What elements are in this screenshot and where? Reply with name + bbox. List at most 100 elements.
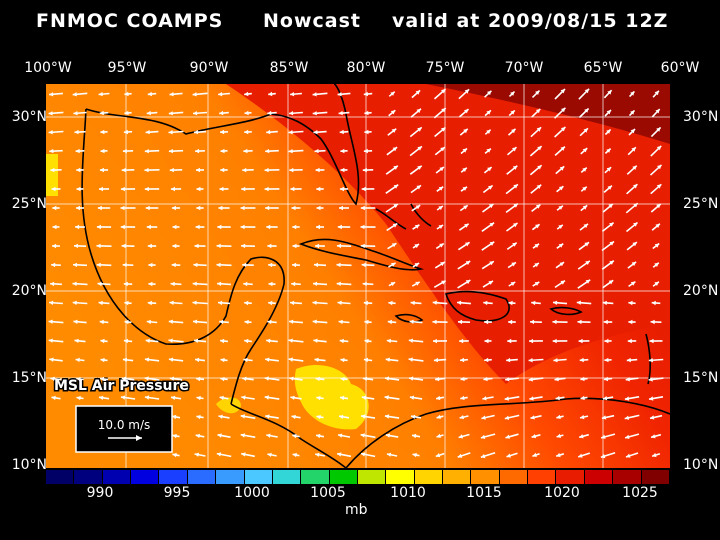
wind-vector-head <box>654 243 660 248</box>
wind-vector-head <box>465 280 471 285</box>
hispaniola <box>444 290 510 322</box>
wind-vector-head <box>414 224 420 229</box>
lat-lon-grid <box>46 84 670 468</box>
wind-vector-head <box>390 282 396 287</box>
wind-vector-head <box>76 167 81 173</box>
wind-vector-head <box>264 186 269 192</box>
wind-vector-head <box>362 167 367 173</box>
wind-vector-head <box>172 243 177 249</box>
wind-vector-head <box>144 167 149 173</box>
wind-vector-head <box>458 434 463 439</box>
wind-vector-head <box>360 224 365 230</box>
colorbar-segment <box>357 470 387 484</box>
wind-vector-head <box>363 148 368 154</box>
wind-vector-head <box>96 243 101 249</box>
wind-vector-head <box>290 395 295 400</box>
header-model: FNMOC COAMPS <box>36 10 224 32</box>
wind-vector-head <box>49 148 54 154</box>
colorbar-segment <box>613 470 642 484</box>
colorbar-tick-1005: 1005 <box>310 485 346 501</box>
wind-vector-head <box>650 415 655 420</box>
lat-label-10n-left: 10°N <box>11 457 47 473</box>
wind-vector-head <box>266 224 271 230</box>
wind-vector-head <box>416 108 421 114</box>
wind-vector-head <box>632 165 637 170</box>
wind-vector-head <box>412 433 417 439</box>
wind-vector-head <box>417 127 422 132</box>
wind-vector-head <box>440 147 445 152</box>
wind-vector-head <box>609 222 614 227</box>
wind-vector-head <box>436 433 441 438</box>
colorbar-segment <box>272 470 302 484</box>
wind-vector-head <box>364 110 369 116</box>
wind-vector-head <box>483 376 488 382</box>
vector-scale-legend: 10.0 m/s <box>75 405 173 453</box>
wind-vector-head <box>148 262 153 268</box>
wind-vector-head <box>484 319 489 325</box>
wind-vector-head <box>459 415 464 420</box>
wind-vector-head <box>489 222 495 227</box>
wind-vector-head <box>386 452 392 457</box>
lon-label-80w: 80°W <box>346 60 386 76</box>
wind-vector-head <box>560 146 565 151</box>
wind-vector-head <box>486 129 491 134</box>
wind-vector-head <box>582 167 587 172</box>
wind-vector-head <box>146 224 151 230</box>
wind-vector-head <box>630 129 635 134</box>
wind-vector-head <box>584 88 590 94</box>
wind-vector-head <box>240 224 245 230</box>
wind-vector-head <box>339 205 343 211</box>
wind-vector-head <box>217 224 222 230</box>
wind-vector-head <box>633 203 638 208</box>
colorbar-tick-1000: 1000 <box>234 485 270 501</box>
lon-label-90w: 90°W <box>189 60 229 76</box>
wind-vector-head <box>482 396 487 401</box>
colorbar-segment <box>414 470 444 484</box>
colorbar-segment <box>584 470 614 484</box>
colorbar-tick-1015: 1015 <box>466 485 502 501</box>
wind-vector-head <box>48 338 53 343</box>
lat-label-25n-right: 25°N <box>683 196 719 212</box>
wind-vector-head <box>99 110 104 116</box>
wind-vector-head <box>123 129 128 135</box>
wind-vector-head <box>626 357 631 363</box>
wind-vector-head <box>607 185 612 190</box>
wind-vector-head <box>312 319 317 324</box>
wind-vector-head <box>147 91 152 97</box>
wind-vector-head <box>529 396 534 401</box>
wind-vector-head <box>292 433 297 439</box>
wind-vector-head <box>217 281 222 286</box>
wind-vector-head <box>438 186 444 191</box>
wind-vector-head <box>216 262 221 268</box>
wind-vector-head <box>483 300 488 306</box>
wind-vector-head <box>559 166 565 171</box>
puerto-rico <box>549 306 583 316</box>
wind-vector-head <box>268 300 273 306</box>
wind-vector-head <box>391 243 397 248</box>
wind-vector-head <box>267 110 272 116</box>
wind-vector-head <box>218 414 223 419</box>
wind-vector-head <box>488 185 493 190</box>
wind-vector-head <box>505 434 510 439</box>
wind-vector-head <box>534 281 540 286</box>
wind-vector-head <box>339 414 344 419</box>
wind-vector-head <box>560 89 565 94</box>
wind-vector-head <box>96 224 101 230</box>
wind-vector-head <box>264 376 269 381</box>
wind-vector-head <box>600 454 606 459</box>
wind-vector-head <box>291 281 296 287</box>
wind-vector-head <box>505 377 510 382</box>
wind-vector-head <box>409 376 414 381</box>
wind-vector-head <box>265 414 270 419</box>
wind-vector-head <box>553 358 558 363</box>
wind-vector-head <box>288 357 293 362</box>
wind-vector-head <box>441 280 446 285</box>
wind-vector-head <box>408 338 413 343</box>
wind-vector-head <box>97 281 102 287</box>
wind-vector-head <box>513 203 518 208</box>
wind-vector-head <box>583 223 588 229</box>
wind-vector-head <box>73 111 78 116</box>
wind-vector-head <box>76 395 81 401</box>
wind-vector-head <box>241 243 246 249</box>
wind-vector-head <box>292 243 297 249</box>
